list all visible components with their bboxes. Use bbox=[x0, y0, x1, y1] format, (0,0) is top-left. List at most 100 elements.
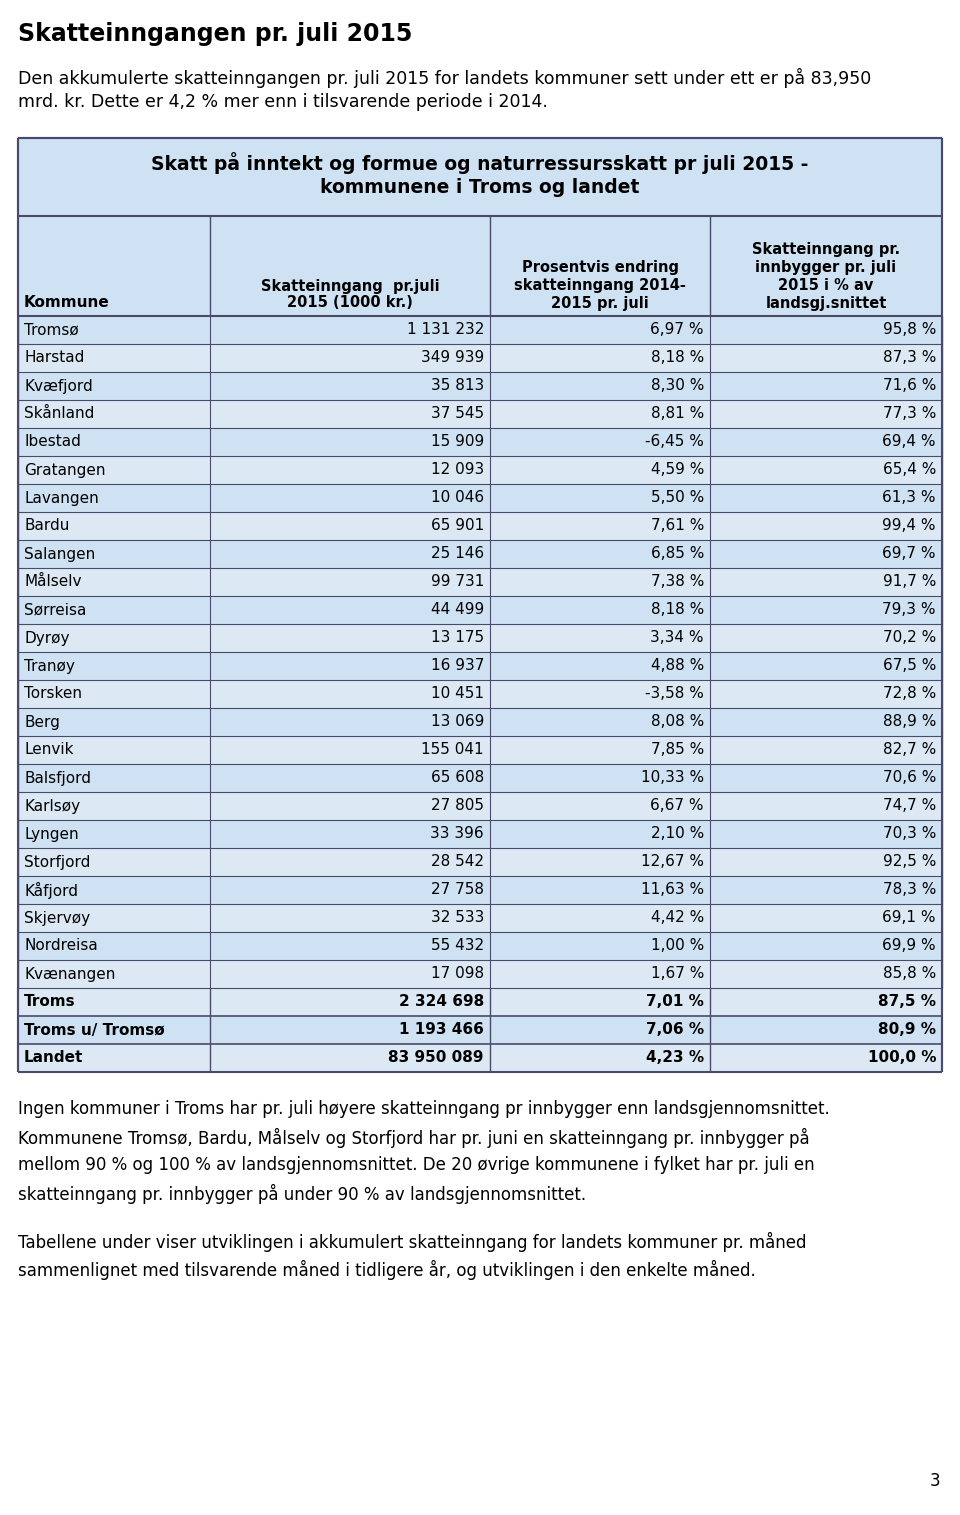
Text: 65 901: 65 901 bbox=[431, 518, 484, 533]
Text: Skjervøy: Skjervøy bbox=[24, 911, 90, 926]
Bar bbox=[18, 961, 942, 988]
Text: 2015 i % av: 2015 i % av bbox=[779, 277, 874, 292]
Text: 79,3 %: 79,3 % bbox=[882, 603, 936, 618]
Text: 78,3 %: 78,3 % bbox=[882, 883, 936, 897]
Text: 85,8 %: 85,8 % bbox=[883, 967, 936, 982]
Text: Kåfjord: Kåfjord bbox=[24, 882, 78, 898]
Text: 8,30 %: 8,30 % bbox=[651, 379, 704, 394]
Text: Tromsø: Tromsø bbox=[24, 323, 79, 338]
Text: 7,61 %: 7,61 % bbox=[651, 518, 704, 533]
Text: -3,58 %: -3,58 % bbox=[645, 686, 704, 701]
Text: 6,85 %: 6,85 % bbox=[651, 547, 704, 562]
Text: 88,9 %: 88,9 % bbox=[882, 715, 936, 730]
Bar bbox=[18, 512, 942, 539]
Text: 16 937: 16 937 bbox=[431, 659, 484, 674]
Text: 11,63 %: 11,63 % bbox=[641, 883, 704, 897]
Text: 69,9 %: 69,9 % bbox=[882, 938, 936, 953]
Text: Kvæfjord: Kvæfjord bbox=[24, 379, 93, 394]
Text: mellom 90 % og 100 % av landsgjennomsnittet. De 20 øvrige kommunene i fylket har: mellom 90 % og 100 % av landsgjennomsnit… bbox=[18, 1156, 815, 1174]
Bar bbox=[18, 820, 942, 848]
Bar bbox=[18, 456, 942, 483]
Text: 1,67 %: 1,67 % bbox=[651, 967, 704, 982]
Text: Troms: Troms bbox=[24, 994, 76, 1009]
Text: Skånland: Skånland bbox=[24, 406, 94, 421]
Text: 87,5 %: 87,5 % bbox=[878, 994, 936, 1009]
Text: 4,23 %: 4,23 % bbox=[646, 1050, 704, 1065]
Text: 65,4 %: 65,4 % bbox=[882, 462, 936, 477]
Text: 25 146: 25 146 bbox=[431, 547, 484, 562]
Text: Sørreisa: Sørreisa bbox=[24, 603, 86, 618]
Text: 13 069: 13 069 bbox=[431, 715, 484, 730]
Bar bbox=[18, 848, 942, 876]
Text: Nordreisa: Nordreisa bbox=[24, 938, 98, 953]
Text: Kommune: Kommune bbox=[24, 295, 109, 311]
Bar bbox=[18, 708, 942, 736]
Text: Lyngen: Lyngen bbox=[24, 827, 79, 841]
Text: landsgj.snittet: landsgj.snittet bbox=[765, 295, 887, 311]
Text: 349 939: 349 939 bbox=[420, 350, 484, 365]
Bar bbox=[18, 400, 942, 429]
Text: 7,06 %: 7,06 % bbox=[646, 1023, 704, 1038]
Text: 28 542: 28 542 bbox=[431, 854, 484, 870]
Text: 3,34 %: 3,34 % bbox=[651, 630, 704, 645]
Bar bbox=[18, 539, 942, 568]
Text: 37 545: 37 545 bbox=[431, 406, 484, 421]
Text: 91,7 %: 91,7 % bbox=[882, 574, 936, 589]
Text: 35 813: 35 813 bbox=[431, 379, 484, 394]
Text: -6,45 %: -6,45 % bbox=[645, 435, 704, 450]
Bar bbox=[18, 595, 942, 624]
Text: 2 324 698: 2 324 698 bbox=[398, 994, 484, 1009]
Text: 12 093: 12 093 bbox=[431, 462, 484, 477]
Text: 33 396: 33 396 bbox=[430, 827, 484, 841]
Text: Kvænangen: Kvænangen bbox=[24, 967, 115, 982]
Text: 3: 3 bbox=[929, 1473, 940, 1489]
Text: 4,59 %: 4,59 % bbox=[651, 462, 704, 477]
Bar bbox=[18, 429, 942, 456]
Text: skatteinngang 2014-: skatteinngang 2014- bbox=[514, 277, 686, 292]
Text: 155 041: 155 041 bbox=[421, 742, 484, 758]
Text: skatteinngang pr. innbygger på under 90 % av landsgjennomsnittet.: skatteinngang pr. innbygger på under 90 … bbox=[18, 1185, 587, 1204]
Text: 92,5 %: 92,5 % bbox=[882, 854, 936, 870]
Text: 71,6 %: 71,6 % bbox=[882, 379, 936, 394]
Text: 4,42 %: 4,42 % bbox=[651, 911, 704, 926]
Text: innbygger pr. juli: innbygger pr. juli bbox=[756, 261, 897, 276]
Bar bbox=[18, 317, 942, 344]
Text: Prosentvis endring: Prosentvis endring bbox=[521, 261, 679, 276]
Text: Tabellene under viser utviklingen i akkumulert skatteinngang for landets kommune: Tabellene under viser utviklingen i akku… bbox=[18, 1232, 806, 1251]
Text: 7,85 %: 7,85 % bbox=[651, 742, 704, 758]
Text: Lenvik: Lenvik bbox=[24, 742, 74, 758]
Bar bbox=[18, 932, 942, 961]
Text: Målselv: Målselv bbox=[24, 574, 82, 589]
Text: 17 098: 17 098 bbox=[431, 967, 484, 982]
Bar bbox=[18, 1044, 942, 1073]
Text: Torsken: Torsken bbox=[24, 686, 82, 701]
Text: Ingen kommuner i Troms har pr. juli høyere skatteinngang pr innbygger enn landsg: Ingen kommuner i Troms har pr. juli høye… bbox=[18, 1100, 829, 1118]
Text: Ibestad: Ibestad bbox=[24, 435, 81, 450]
Text: Storfjord: Storfjord bbox=[24, 854, 90, 870]
Bar bbox=[18, 764, 942, 792]
Text: 72,8 %: 72,8 % bbox=[883, 686, 936, 701]
Text: 12,67 %: 12,67 % bbox=[641, 854, 704, 870]
Text: 6,67 %: 6,67 % bbox=[651, 798, 704, 814]
Text: Skatteinngang  pr.juli: Skatteinngang pr.juli bbox=[261, 279, 440, 294]
Text: 87,3 %: 87,3 % bbox=[882, 350, 936, 365]
Text: 99 731: 99 731 bbox=[431, 574, 484, 589]
Bar bbox=[18, 217, 942, 317]
Text: sammenlignet med tilsvarende måned i tidligere år, og utviklingen i den enkelte : sammenlignet med tilsvarende måned i tid… bbox=[18, 1260, 756, 1280]
Text: Gratangen: Gratangen bbox=[24, 462, 106, 477]
Bar bbox=[18, 138, 942, 217]
Text: Skatteinngang pr.: Skatteinngang pr. bbox=[752, 242, 900, 258]
Text: 4,88 %: 4,88 % bbox=[651, 659, 704, 674]
Text: 6,97 %: 6,97 % bbox=[651, 323, 704, 338]
Text: Balsfjord: Balsfjord bbox=[24, 771, 91, 785]
Text: Landet: Landet bbox=[24, 1050, 84, 1065]
Text: mrd. kr. Dette er 4,2 % mer enn i tilsvarende periode i 2014.: mrd. kr. Dette er 4,2 % mer enn i tilsva… bbox=[18, 92, 548, 111]
Text: Skatteinngangen pr. juli 2015: Skatteinngangen pr. juli 2015 bbox=[18, 23, 413, 45]
Text: Tranøy: Tranøy bbox=[24, 659, 75, 674]
Text: 10 046: 10 046 bbox=[431, 491, 484, 506]
Text: Harstad: Harstad bbox=[24, 350, 84, 365]
Text: 77,3 %: 77,3 % bbox=[882, 406, 936, 421]
Text: Kommunene Tromsø, Bardu, Målselv og Storfjord har pr. juni en skatteinngang pr. : Kommunene Tromsø, Bardu, Målselv og Stor… bbox=[18, 1129, 809, 1148]
Text: 70,3 %: 70,3 % bbox=[882, 827, 936, 841]
Text: 27 758: 27 758 bbox=[431, 883, 484, 897]
